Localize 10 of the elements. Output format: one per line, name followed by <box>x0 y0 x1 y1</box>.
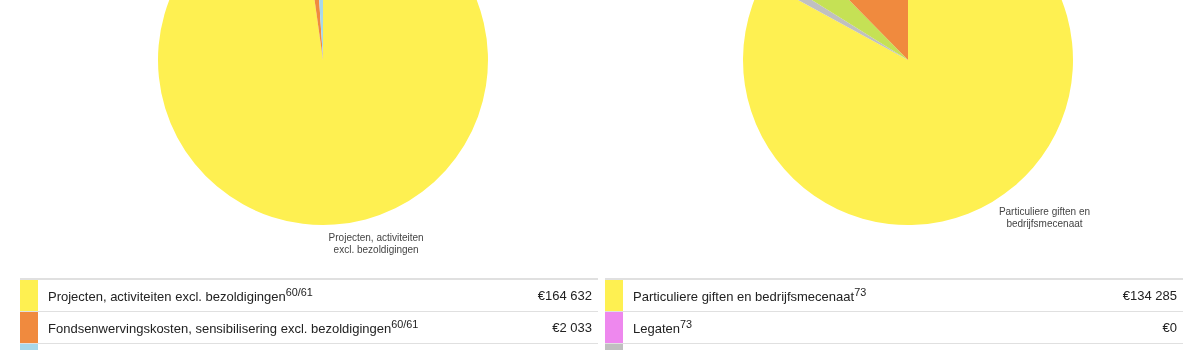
legend-label: Legaten$^{73}$ <box>632 318 694 337</box>
text: €0 <box>1162 320 1177 335</box>
legend-label: Projecten, activiteiten excl. bezoldigingen$^{60/61}$ <box>47 286 314 305</box>
text: Projecten, activiteiten excl. bezoldigingen <box>328 232 424 256</box>
text: Particuliere giften en bedrijfsmecenaat <box>998 206 1091 230</box>
data-label: €2 033 <box>552 320 593 335</box>
data-label: €164 632 <box>537 288 593 303</box>
legend-label: Fondsenwervingskosten, sensibilisering excl. bezoldigingen$^{60/61}$ <box>47 318 420 337</box>
legend-label: Particuliere giften en bedrijfsmecenaat$^{73}$ <box>632 286 868 305</box>
data-label: €134 285 <box>1122 288 1178 303</box>
